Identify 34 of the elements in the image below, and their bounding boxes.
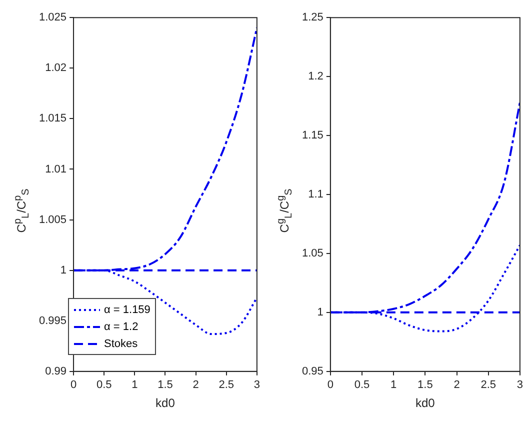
x-tick-label: 2 — [454, 379, 460, 392]
x-tick-label: 2 — [192, 379, 199, 392]
y-tick-label: 0.99 — [45, 365, 67, 378]
legend-label: α = 1.2 — [104, 320, 138, 332]
y-tick-label: 1.2 — [308, 70, 324, 83]
x-tick-label: 1 — [132, 379, 138, 392]
y-tick-label: 1.1 — [308, 188, 324, 201]
x-tick-label: 1 — [390, 379, 397, 392]
x-tick-label: 2.5 — [480, 379, 496, 392]
x-tick-label: 0 — [70, 379, 77, 392]
y-tick-label: 1 — [60, 264, 67, 276]
x-axis-title: kd0 — [156, 396, 176, 410]
x-axis-title: kd0 — [415, 396, 436, 410]
x-tick-label: 1.5 — [158, 379, 173, 392]
y-tick-label: 1.025 — [38, 12, 67, 24]
y-tick-label: 1.02 — [45, 62, 67, 74]
x-tick-label: 3 — [516, 379, 524, 392]
y-tick-label: 0.95 — [302, 365, 324, 378]
y-tick-label: 0.995 — [38, 314, 67, 327]
x-tick-label: 0 — [327, 379, 334, 392]
legend-label: Stokes — [104, 338, 138, 350]
x-tick-label: 2.5 — [218, 379, 234, 392]
y-tick-label: 1.05 — [302, 248, 324, 260]
y-tick-label: 1.01 — [45, 163, 67, 176]
x-tick-label: 1.5 — [418, 379, 433, 392]
y-tick-label: 1.25 — [302, 12, 324, 24]
y-tick-label: 1 — [317, 306, 324, 318]
y-tick-label: 1.005 — [38, 214, 67, 226]
y-tick-label: 1.15 — [302, 130, 324, 142]
legend-label: α = 1.159 — [104, 304, 150, 316]
x-tick-label: 0.5 — [354, 379, 370, 392]
y-tick-label: 1.015 — [38, 112, 67, 125]
x-tick-label: 3 — [254, 379, 260, 392]
x-tick-label: 0.5 — [96, 379, 112, 392]
